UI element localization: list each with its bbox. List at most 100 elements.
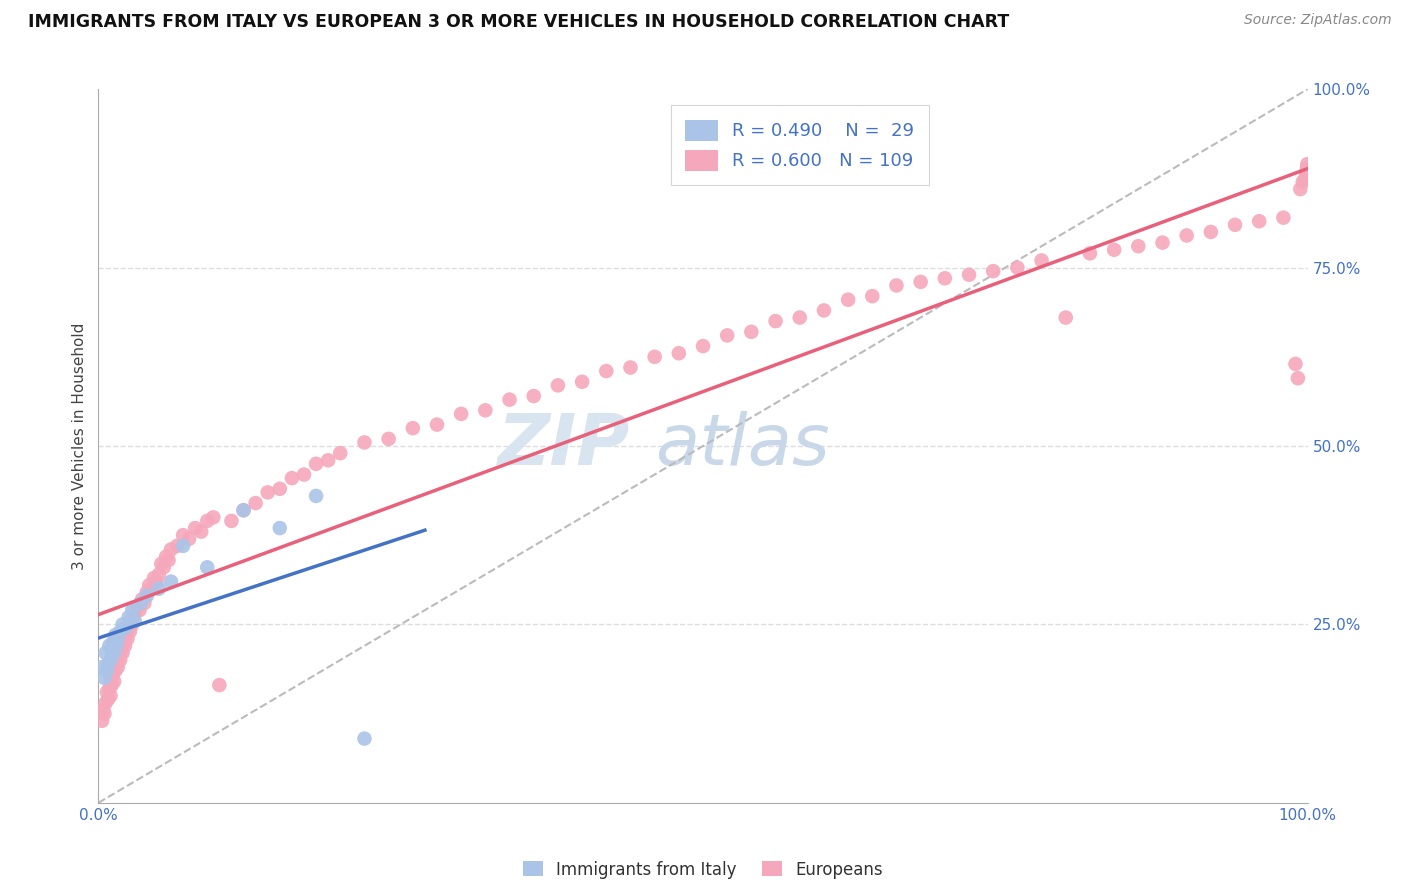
Point [93, 671, 115, 685]
Point [118, 621, 141, 635]
Point [195, 514, 218, 528]
Point [96, 685, 118, 699]
Point [1284, 357, 1306, 371]
Point [121, 617, 143, 632]
Text: IMMIGRANTS FROM ITALY VS EUROPEAN 3 OR MORE VEHICLES IN HOUSEHOLD CORRELATION CH: IMMIGRANTS FROM ITALY VS EUROPEAN 3 OR M… [28, 13, 1010, 31]
Point [474, 403, 496, 417]
Point [281, 471, 304, 485]
Point [765, 314, 787, 328]
Point [107, 660, 129, 674]
Point [450, 407, 472, 421]
Point [96, 664, 118, 678]
Point [1292, 175, 1315, 189]
Point [98, 681, 121, 696]
Point [103, 646, 125, 660]
Point [305, 457, 328, 471]
Point [837, 293, 859, 307]
Point [1286, 371, 1309, 385]
Point [100, 642, 122, 657]
Point [1223, 218, 1246, 232]
Point [1272, 211, 1295, 225]
Point [152, 560, 174, 574]
Point [221, 514, 243, 528]
Point [353, 731, 375, 746]
Point [107, 632, 129, 646]
Point [269, 482, 291, 496]
Point [114, 621, 136, 635]
Point [571, 375, 593, 389]
Point [135, 589, 157, 603]
Point [105, 639, 128, 653]
Point [245, 496, 267, 510]
Point [166, 539, 188, 553]
Point [316, 453, 339, 467]
Point [498, 392, 520, 407]
Text: atlas: atlas [655, 411, 830, 481]
Point [143, 571, 166, 585]
Point [1296, 161, 1319, 175]
Point [789, 310, 811, 325]
Point [910, 275, 932, 289]
Legend: Immigrants from Italy, Europeans: Immigrants from Italy, Europeans [516, 854, 890, 885]
Point [1128, 239, 1150, 253]
Point [160, 574, 183, 589]
Point [1007, 260, 1029, 275]
Point [184, 521, 207, 535]
Point [256, 485, 278, 500]
Point [112, 635, 135, 649]
Point [1031, 253, 1053, 268]
Point [100, 671, 122, 685]
Point [124, 607, 146, 621]
Point [269, 521, 291, 535]
Point [111, 646, 134, 660]
Point [128, 603, 150, 617]
Point [716, 328, 738, 343]
Point [934, 271, 956, 285]
Text: Source: ZipAtlas.com: Source: ZipAtlas.com [1244, 13, 1392, 28]
Point [98, 639, 121, 653]
Point [957, 268, 980, 282]
Point [97, 657, 120, 671]
Point [150, 557, 173, 571]
Point [100, 653, 122, 667]
Point [160, 542, 183, 557]
Point [148, 567, 170, 582]
Point [981, 264, 1004, 278]
Point [141, 582, 163, 596]
Point [91, 714, 114, 728]
Point [121, 603, 143, 617]
Point [93, 706, 115, 721]
Point [377, 432, 399, 446]
Point [127, 599, 149, 614]
Point [547, 378, 569, 392]
Point [94, 646, 117, 660]
Point [157, 553, 180, 567]
Point [138, 578, 160, 592]
Point [114, 639, 136, 653]
Point [292, 467, 315, 482]
Point [110, 642, 132, 657]
Point [111, 617, 134, 632]
Point [104, 628, 127, 642]
Point [595, 364, 617, 378]
Point [105, 657, 128, 671]
Point [644, 350, 666, 364]
Point [101, 635, 124, 649]
Text: ZIP: ZIP [498, 411, 630, 481]
Point [329, 446, 352, 460]
Point [100, 678, 122, 692]
Point [1295, 164, 1317, 178]
Point [120, 614, 142, 628]
Point [91, 660, 114, 674]
Point [1289, 182, 1312, 196]
Point [117, 632, 139, 646]
Point [155, 549, 177, 564]
Point [1152, 235, 1174, 250]
Point [353, 435, 375, 450]
Point [402, 421, 425, 435]
Point [103, 674, 125, 689]
Point [232, 503, 254, 517]
Point [426, 417, 449, 432]
Point [1199, 225, 1222, 239]
Point [101, 667, 124, 681]
